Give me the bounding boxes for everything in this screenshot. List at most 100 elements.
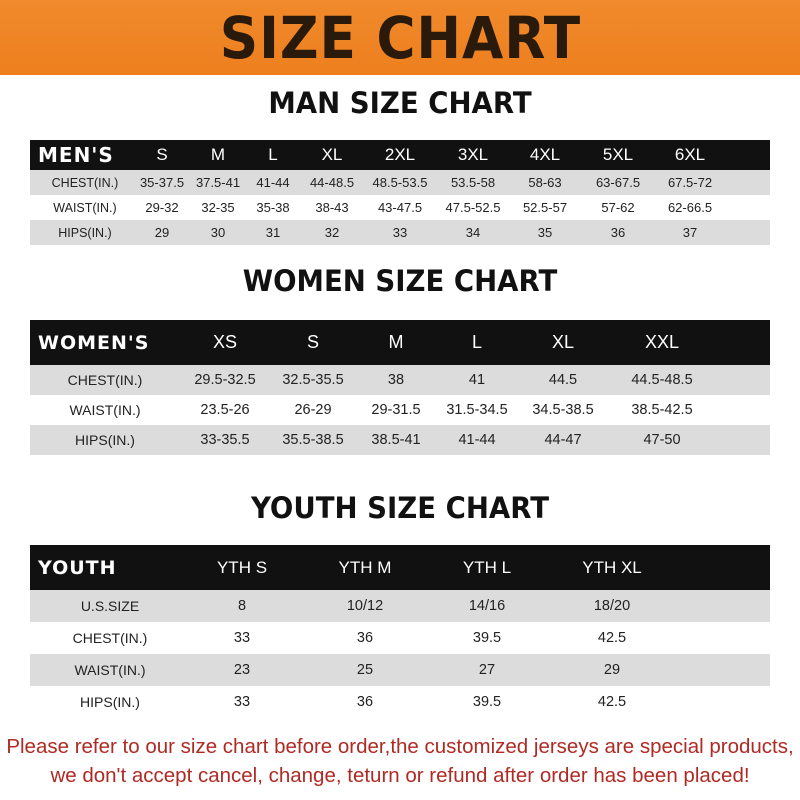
- table-header-row: MEN'S S M L XL 2XL 3XL 4XL 5XL 6XL: [30, 140, 770, 170]
- measurement-label: U.S.SIZE: [80, 598, 140, 614]
- measurement-value: 29: [603, 662, 621, 678]
- measurement-value: 31: [265, 225, 281, 240]
- measurement-value: 36: [356, 694, 374, 710]
- measurement-value: 29: [154, 225, 170, 240]
- measurement-value: 67.5-72: [667, 175, 713, 190]
- table-title-cell: MEN'S: [38, 143, 114, 167]
- table-header-row: WOMEN'S XS S M L XL XXL: [30, 320, 770, 365]
- youth-size-table: YOUTH YTH S YTH M YTH L YTH XL U.S.SIZE 8 10/12…: [30, 545, 770, 718]
- measurement-value: 58-63: [528, 175, 562, 190]
- youth-section-title: YOUTH SIZE CHART: [250, 491, 550, 525]
- size-header-cell: M: [210, 145, 226, 164]
- measurement-value: 37.5-41: [195, 175, 241, 190]
- size-header-cell: 2XL: [384, 145, 416, 164]
- size-header-cell: XL: [321, 145, 343, 164]
- measurement-value: 44.5: [548, 372, 578, 388]
- women-size-table: WOMEN'S XS S M L XL XXL CHEST(IN.) 29.5-32.5 32.5…: [30, 320, 770, 455]
- measurement-value: 29-32: [145, 200, 179, 215]
- table-row: HIPS(IN.) 33-35.5 35.5-38.5 38.5-41 41-44 44-…: [30, 425, 770, 455]
- measurement-value: 23.5-26: [200, 402, 250, 418]
- table-row: HIPS(IN.) 29 30 31 32 33 34 35 36 37: [30, 220, 770, 245]
- table-title-cell: YOUTH: [38, 556, 117, 579]
- measurement-value: 25: [356, 662, 374, 678]
- size-header-cell: M: [388, 332, 404, 352]
- measurement-value: 62-66.5: [667, 200, 713, 215]
- banner-title: SIZE CHART: [219, 3, 581, 72]
- table-row: CHEST(IN.) 35-37.5 37.5-41 41-44 44-48.5 48.5…: [30, 170, 770, 195]
- measurement-label: CHEST(IN.): [67, 372, 143, 388]
- disclaimer-line-1: Please refer to our size chart before or…: [6, 735, 794, 758]
- size-header-cell: L: [268, 145, 278, 164]
- measurement-value: 52.5-57: [522, 200, 568, 215]
- measurement-value: 47-50: [643, 432, 681, 448]
- size-header-cell: 6XL: [674, 145, 706, 164]
- measurement-value: 23: [233, 662, 251, 678]
- measurement-value: 27: [478, 662, 496, 678]
- measurement-label: HIPS(IN.): [75, 432, 135, 448]
- size-header-cell: XXL: [644, 332, 680, 352]
- measurement-value: 39.5: [472, 694, 502, 710]
- measurement-value: 35-38: [256, 200, 290, 215]
- measurement-value: 33-35.5: [200, 432, 250, 448]
- measurement-value: 32: [324, 225, 340, 240]
- measurement-value: 31.5-34.5: [446, 402, 508, 418]
- size-header-cell: 3XL: [457, 145, 489, 164]
- measurement-value: 14/16: [468, 598, 506, 614]
- size-header-cell: 5XL: [602, 145, 634, 164]
- measurement-value: 35: [537, 225, 553, 240]
- measurement-label: CHEST(IN.): [72, 630, 148, 646]
- measurement-value: 38: [387, 372, 405, 388]
- table-row: U.S.SIZE 8 10/12 14/16 18/20: [30, 590, 770, 622]
- measurement-value: 33: [392, 225, 408, 240]
- measurement-label: WAIST(IN.): [74, 662, 146, 678]
- measurement-value: 36: [356, 630, 374, 646]
- measurement-value: 10/12: [346, 598, 384, 614]
- measurement-value: 44-47: [544, 432, 582, 448]
- measurement-value: 63-67.5: [595, 175, 641, 190]
- size-header-cell: XL: [551, 332, 575, 352]
- men-size-table: MEN'S S M L XL 2XL 3XL 4XL 5XL 6XL CHEST(IN.) 35-37…: [30, 140, 770, 245]
- measurement-label: WAIST(IN.): [69, 402, 141, 418]
- table-header-row: YOUTH YTH S YTH M YTH L YTH XL: [30, 545, 770, 590]
- measurement-value: 35.5-38.5: [282, 432, 344, 448]
- table-row: HIPS(IN.) 33 36 39.5 42.5: [30, 686, 770, 718]
- measurement-label: HIPS(IN.): [58, 225, 112, 240]
- size-header-cell: S: [306, 332, 319, 352]
- measurement-label: HIPS(IN.): [80, 694, 140, 710]
- measurement-value: 48.5-53.5: [372, 175, 428, 190]
- size-header-cell: YTH M: [338, 557, 392, 577]
- measurement-value: 33: [233, 630, 251, 646]
- size-header-cell: YTH L: [462, 557, 512, 577]
- women-section-title: WOMEN SIZE CHART: [242, 264, 558, 298]
- measurement-value: 26-29: [294, 402, 332, 418]
- measurement-value: 36: [610, 225, 626, 240]
- measurement-value: 57-62: [601, 200, 635, 215]
- table-row: WAIST(IN.) 29-32 32-35 35-38 38-43 43-47.5 47.…: [30, 195, 770, 220]
- measurement-value: 41-44: [256, 175, 290, 190]
- measurement-value: 38.5-42.5: [631, 402, 693, 418]
- measurement-value: 29.5-32.5: [194, 372, 256, 388]
- measurement-value: 53.5-58: [450, 175, 496, 190]
- table-row: CHEST(IN.) 33 36 39.5 42.5: [30, 622, 770, 654]
- measurement-value: 35-37.5: [139, 175, 185, 190]
- measurement-value: 44-48.5: [309, 175, 355, 190]
- disclaimer-line-2: we don't accept cancel, change, teturn o…: [50, 764, 750, 787]
- table-row: CHEST(IN.) 29.5-32.5 32.5-35.5 38 41 44.5 44.5…: [30, 365, 770, 395]
- measurement-label: WAIST(IN.): [53, 200, 117, 215]
- measurement-value: 37: [682, 225, 698, 240]
- size-header-cell: L: [471, 332, 482, 352]
- measurement-value: 39.5: [472, 630, 502, 646]
- measurement-value: 42.5: [597, 694, 627, 710]
- table-title-cell: WOMEN'S: [38, 331, 150, 354]
- size-header-cell: 4XL: [529, 145, 561, 164]
- size-chart-banner: SIZE CHART: [0, 0, 800, 75]
- size-header-cell: YTH XL: [582, 557, 642, 577]
- measurement-value: 29-31.5: [371, 402, 421, 418]
- measurement-value: 41-44: [458, 432, 496, 448]
- measurement-value: 47.5-52.5: [445, 200, 501, 215]
- measurement-value: 32.5-35.5: [282, 372, 344, 388]
- measurement-value: 38.5-41: [371, 432, 421, 448]
- measurement-value: 18/20: [593, 598, 631, 614]
- table-row: WAIST(IN.) 23 25 27 29: [30, 654, 770, 686]
- measurement-value: 8: [237, 598, 247, 614]
